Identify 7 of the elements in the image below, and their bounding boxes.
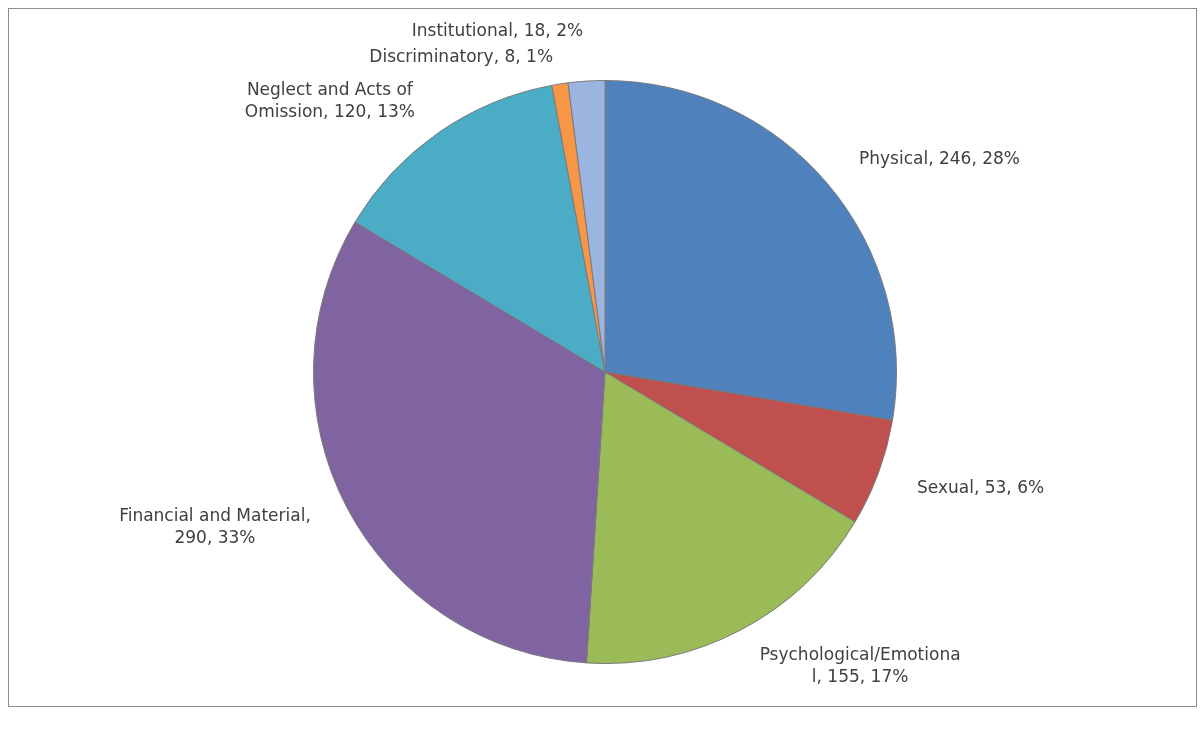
slice-label: Institutional, 18, 2%	[410, 18, 584, 41]
slice-label: Financial and Material, 290, 33%	[118, 504, 312, 549]
slice-label: Psychological/Emotional, 155, 17%	[759, 643, 962, 688]
slice-label: Physical, 246, 28%	[858, 146, 1021, 169]
slice-label: Neglect and Acts of Omission, 120, 13%	[243, 77, 416, 122]
slice-label: Sexual, 53, 6%	[916, 475, 1046, 498]
slice-label: Discriminatory, 8, 1%	[368, 44, 554, 67]
